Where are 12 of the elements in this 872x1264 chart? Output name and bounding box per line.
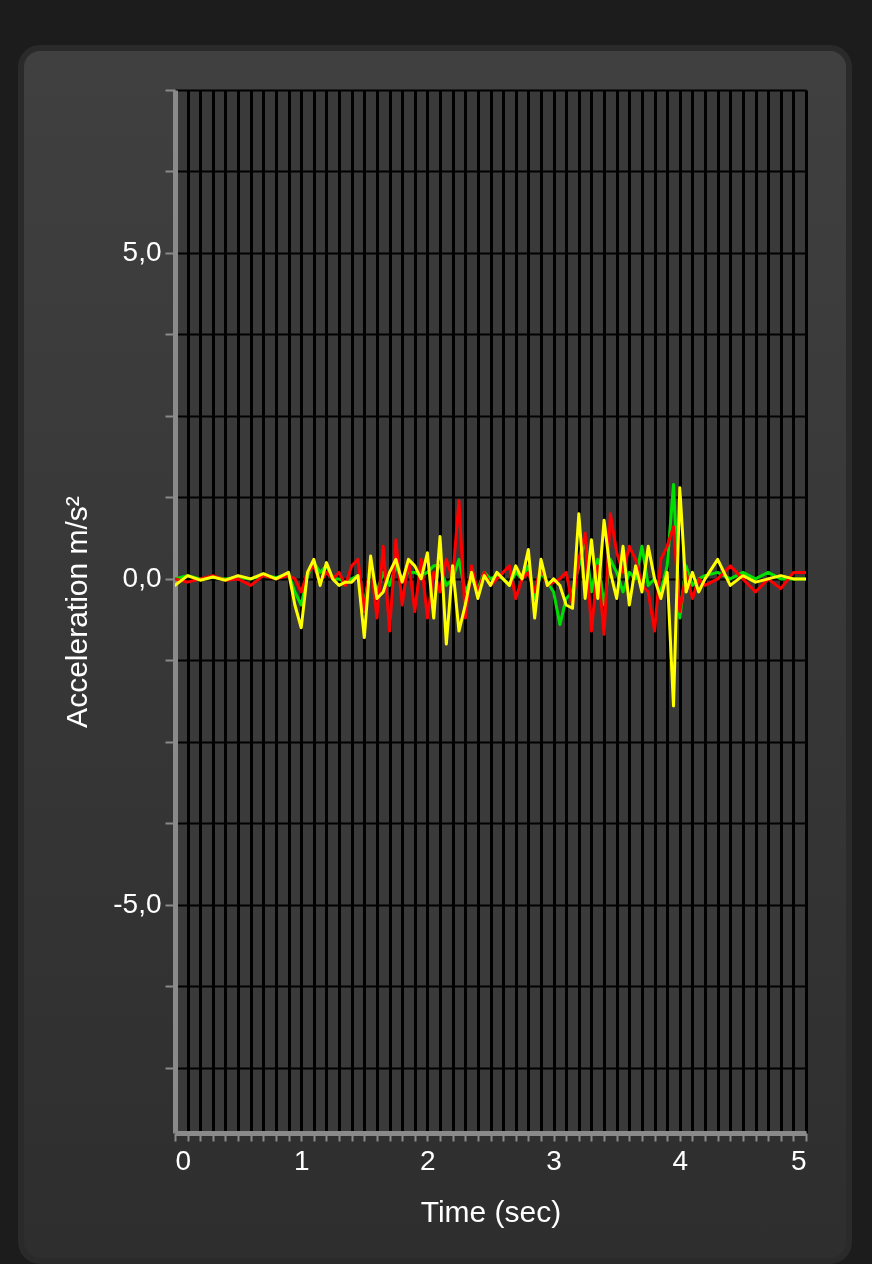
x-tick-label: 4: [672, 1144, 689, 1176]
x-axis-title: Time (sec): [420, 1194, 562, 1228]
y-tick-label: 5,0: [122, 236, 162, 268]
y-tick-label: -5,0: [113, 888, 162, 920]
x-tick-label: 3: [546, 1144, 562, 1176]
x-tick-label: 2: [420, 1144, 436, 1176]
x-tick-label: 5: [790, 1144, 807, 1176]
x-tick-label: 1: [293, 1144, 310, 1176]
y-axis-title: Acceleration m/s²: [60, 496, 94, 728]
line-series: [175, 486, 806, 708]
x-tick-label: 0: [175, 1144, 192, 1176]
y-tick-label: 0,0: [122, 562, 162, 594]
